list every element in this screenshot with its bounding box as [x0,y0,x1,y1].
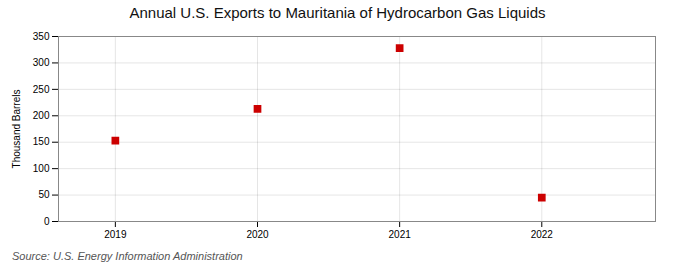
svg-text:2022: 2022 [531,229,554,240]
svg-text:2019: 2019 [104,229,127,240]
svg-text:Thousand Barrels: Thousand Barrels [11,90,22,169]
svg-text:100: 100 [33,163,50,174]
html-text:Source: U.S. Energy Informatio: Source: U.S. Energy Information Administ… [12,250,243,262]
svg-text:2020: 2020 [246,229,269,240]
svg-text:2021: 2021 [389,229,412,240]
svg-text:150: 150 [33,136,50,147]
svg-text:0: 0 [44,216,50,227]
svg-text:200: 200 [33,110,50,121]
svg-text:50: 50 [38,189,50,200]
svg-text:350: 350 [33,31,50,42]
svg-text:250: 250 [33,84,50,95]
svg-text:300: 300 [33,57,50,68]
html-text:Annual U.S. Exports to Maurita: Annual U.S. Exports to Mauritania of Hyd… [129,4,546,21]
